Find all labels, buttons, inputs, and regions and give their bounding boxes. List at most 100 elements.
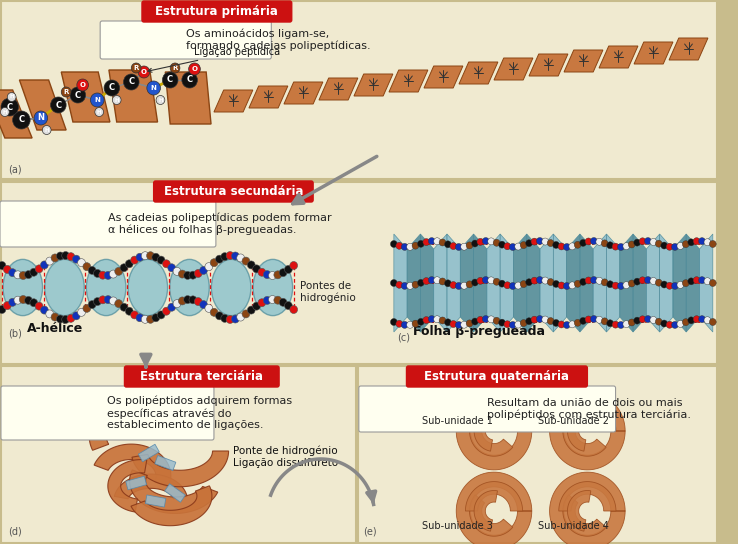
Circle shape <box>666 243 673 250</box>
Circle shape <box>601 240 608 247</box>
Circle shape <box>677 320 684 327</box>
Text: Estrutura terciária: Estrutura terciária <box>140 370 263 383</box>
Circle shape <box>655 240 662 247</box>
Circle shape <box>466 320 473 327</box>
Circle shape <box>179 297 186 305</box>
Circle shape <box>89 301 96 308</box>
Polygon shape <box>514 234 527 332</box>
Circle shape <box>553 242 559 249</box>
Circle shape <box>639 238 646 245</box>
Polygon shape <box>634 42 673 64</box>
Circle shape <box>596 316 603 323</box>
Ellipse shape <box>45 259 84 316</box>
Circle shape <box>396 320 403 327</box>
Polygon shape <box>669 38 708 60</box>
Polygon shape <box>474 491 497 531</box>
Polygon shape <box>214 90 253 112</box>
Circle shape <box>434 238 441 245</box>
Circle shape <box>525 318 532 325</box>
Circle shape <box>699 316 706 323</box>
FancyBboxPatch shape <box>1 366 356 543</box>
Circle shape <box>182 72 197 88</box>
Ellipse shape <box>253 259 293 316</box>
Text: H: H <box>114 97 119 102</box>
Circle shape <box>709 318 716 325</box>
Text: Folha β-pregueada: Folha β-pregueada <box>413 325 545 338</box>
Circle shape <box>263 270 271 279</box>
Circle shape <box>258 299 266 307</box>
Circle shape <box>99 271 106 279</box>
Polygon shape <box>434 234 447 332</box>
Circle shape <box>401 322 408 329</box>
Polygon shape <box>686 234 700 332</box>
Circle shape <box>585 316 592 323</box>
Circle shape <box>152 254 159 261</box>
Polygon shape <box>633 234 646 332</box>
Polygon shape <box>500 234 514 332</box>
Text: Ponte de hidrogénio
Ligação dissulfureto: Ponte de hidrogénio Ligação dissulfureto <box>233 446 339 468</box>
Circle shape <box>585 238 592 245</box>
Circle shape <box>531 238 538 245</box>
Circle shape <box>407 282 413 289</box>
Circle shape <box>683 319 689 326</box>
Circle shape <box>488 238 494 245</box>
Circle shape <box>41 261 48 269</box>
Circle shape <box>509 282 516 289</box>
Circle shape <box>655 279 662 286</box>
Polygon shape <box>469 415 513 456</box>
Polygon shape <box>567 234 580 332</box>
Polygon shape <box>466 401 523 431</box>
Circle shape <box>99 296 106 304</box>
Circle shape <box>4 301 11 310</box>
Polygon shape <box>599 46 638 68</box>
Polygon shape <box>394 234 407 332</box>
Circle shape <box>547 318 554 325</box>
Circle shape <box>173 268 181 275</box>
Polygon shape <box>130 470 218 514</box>
Circle shape <box>157 256 165 264</box>
Polygon shape <box>540 234 554 332</box>
Circle shape <box>51 313 59 321</box>
Text: C: C <box>75 90 81 100</box>
Polygon shape <box>559 401 616 431</box>
Circle shape <box>56 252 64 260</box>
Circle shape <box>672 243 678 250</box>
Circle shape <box>162 260 170 268</box>
Polygon shape <box>0 90 32 138</box>
Polygon shape <box>407 234 421 332</box>
Circle shape <box>284 265 292 274</box>
Circle shape <box>590 238 597 244</box>
Circle shape <box>156 96 165 104</box>
Circle shape <box>569 282 576 289</box>
Circle shape <box>504 321 511 327</box>
Circle shape <box>72 255 80 263</box>
Circle shape <box>104 271 112 280</box>
Circle shape <box>13 111 30 129</box>
Circle shape <box>72 312 80 320</box>
Circle shape <box>205 304 213 312</box>
Circle shape <box>612 282 619 289</box>
Circle shape <box>274 296 282 304</box>
Ellipse shape <box>211 259 251 316</box>
Circle shape <box>141 316 149 323</box>
Text: H: H <box>97 109 102 114</box>
Circle shape <box>558 243 565 250</box>
Text: Estrutura secundária: Estrutura secundária <box>164 185 303 198</box>
Polygon shape <box>284 82 323 104</box>
Circle shape <box>237 313 244 321</box>
Text: N: N <box>38 114 44 122</box>
Circle shape <box>504 243 511 250</box>
Circle shape <box>35 302 43 310</box>
Circle shape <box>688 317 694 324</box>
Circle shape <box>683 280 689 287</box>
Circle shape <box>0 262 6 269</box>
Circle shape <box>157 311 165 319</box>
Circle shape <box>634 278 641 285</box>
Circle shape <box>683 240 689 248</box>
Circle shape <box>19 271 27 280</box>
Circle shape <box>499 280 506 287</box>
Circle shape <box>601 279 608 286</box>
Circle shape <box>141 252 149 259</box>
Circle shape <box>434 277 441 284</box>
Circle shape <box>4 265 11 274</box>
